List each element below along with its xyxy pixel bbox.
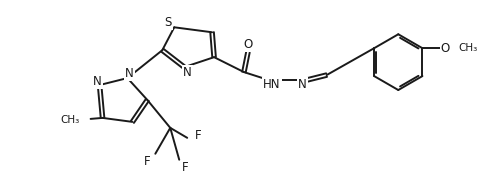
- Text: F: F: [144, 155, 150, 168]
- Text: F: F: [194, 129, 201, 142]
- Text: N: N: [182, 66, 191, 79]
- Text: CH₃: CH₃: [457, 43, 477, 53]
- Text: CH₃: CH₃: [60, 115, 80, 125]
- Text: S: S: [164, 16, 172, 29]
- Text: O: O: [440, 42, 449, 55]
- Text: N: N: [298, 78, 306, 91]
- Text: O: O: [243, 38, 252, 51]
- Text: F: F: [181, 161, 188, 174]
- Text: N: N: [93, 74, 102, 88]
- Text: N: N: [125, 66, 133, 80]
- Text: HN: HN: [263, 78, 280, 91]
